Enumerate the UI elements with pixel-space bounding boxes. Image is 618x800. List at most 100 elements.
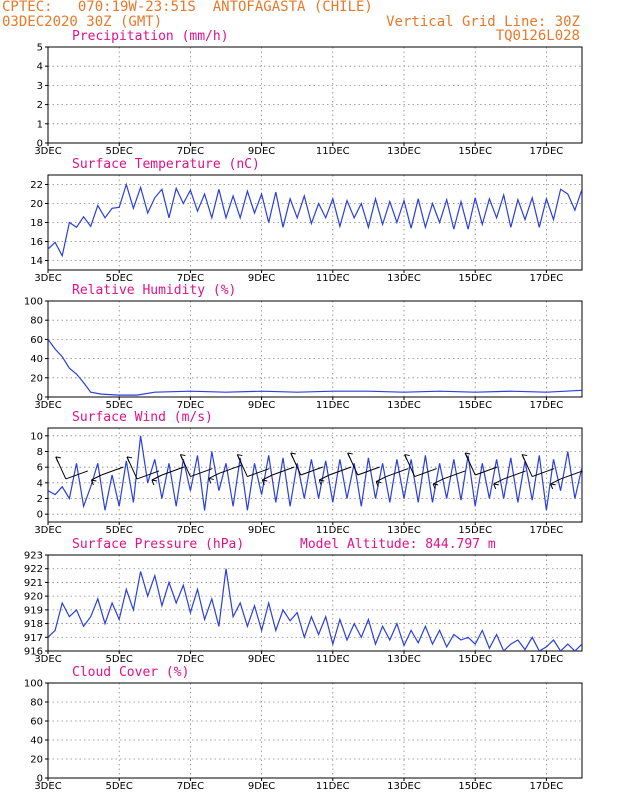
panel-1: 14 16 18 20 22 3DEC 5DEC 7DEC 9DEC 11DEC 13DEC 15DE…: [30, 157, 583, 284]
wind-arrowhead: [290, 452, 296, 459]
panel-title: Relative Humidity (%): [72, 283, 236, 298]
header-date: 03DEC2020 30Z (GMT): [2, 14, 163, 30]
y-tick-label: 16: [30, 237, 43, 248]
x-tick-label: 15DEC: [458, 273, 492, 284]
x-tick-label: 13DEC: [387, 146, 421, 157]
y-tick-label: 4: [37, 62, 43, 73]
wind-vector: [493, 478, 504, 485]
x-tick-label: 11DEC: [316, 146, 350, 157]
wind-vector: [386, 468, 409, 478]
header-model-id: TQ0126L028: [495, 28, 580, 44]
wind-vector: [475, 466, 498, 476]
y-tick-label: 916: [24, 647, 43, 658]
x-tick-label: 9DEC: [248, 273, 275, 284]
x-tick-label: 7DEC: [177, 273, 204, 284]
y-tick-label: 918: [24, 619, 43, 630]
panel-3: 0 2 4 6 8 10 3DEC 5DEC 7DEC 9DEC 11DEC 13DEC 15DEC 17…: [30, 410, 583, 536]
wind-vector: [151, 474, 163, 481]
wind-vector: [190, 468, 213, 478]
y-tick-label: 4: [37, 478, 43, 489]
x-tick-label: 9DEC: [248, 400, 275, 411]
x-tick-label: 11DEC: [316, 525, 350, 536]
wind-arrowhead: [318, 479, 325, 486]
panel-5: 0 20 40 60 80 100 3DEC 5DEC 7DEC 9DEC 11DEC 13DEC 15…: [24, 665, 583, 792]
x-tick-label: 15DEC: [458, 654, 492, 665]
wind-vector: [208, 472, 220, 479]
x-tick-label: 9DEC: [248, 146, 275, 157]
wind-vector: [247, 468, 270, 478]
wind-arrowhead: [375, 481, 382, 487]
x-tick-label: 17DEC: [530, 273, 564, 284]
y-tick-label: 100: [24, 297, 43, 308]
x-tick-label: 9DEC: [248, 654, 275, 665]
y-tick-label: 919: [24, 605, 43, 616]
panel-4: 916 917 918 919 920 921 922 923 3DEC 5DEC 7DEC 9DEC…: [24, 537, 583, 665]
x-tick-label: 3DEC: [34, 654, 61, 665]
x-tick-label: 5DEC: [106, 525, 133, 536]
y-tick-label: 922: [24, 564, 43, 575]
x-tick-label: 3DEC: [34, 146, 61, 157]
y-tick-label: 923: [24, 551, 43, 562]
x-tick-label: 3DEC: [34, 400, 61, 411]
x-tick-label: 7DEC: [177, 146, 204, 157]
y-tick-label: 0: [37, 774, 43, 785]
y-tick-label: 917: [24, 633, 43, 644]
x-tick-label: 5DEC: [106, 146, 133, 157]
wind-arrowhead: [55, 456, 61, 463]
panel-title: Cloud Cover (%): [72, 665, 189, 680]
x-tick-label: 15DEC: [458, 525, 492, 536]
wind-vector: [300, 466, 323, 476]
wind-arrowhead: [404, 454, 410, 460]
y-tick-label: 921: [24, 578, 43, 589]
panel-frame: [47, 554, 583, 652]
wind-vector: [442, 470, 466, 480]
x-tick-label: 7DEC: [177, 654, 204, 665]
wind-vector: [357, 466, 380, 476]
wind-vector: [101, 466, 124, 476]
wind-vector: [272, 466, 295, 476]
wind-arrowhead: [432, 483, 439, 490]
wind-vector: [329, 466, 352, 476]
wind-vector: [531, 468, 555, 478]
wind-vector: [560, 470, 583, 480]
x-tick-label: 17DEC: [530, 400, 564, 411]
wind-arrowhead: [208, 477, 214, 484]
x-tick-label: 13DEC: [387, 781, 421, 792]
model-altitude: Model Altitude: 844.797 m: [300, 537, 496, 552]
wind-arrowhead: [493, 483, 499, 490]
wind-vector: [218, 464, 242, 474]
series-line-0: [48, 182, 582, 258]
x-tick-label: 13DEC: [387, 654, 421, 665]
wind-vector: [136, 470, 160, 480]
y-tick-label: 20: [30, 373, 43, 384]
wind-arrowhead: [90, 479, 97, 486]
series-line-0: [48, 339, 582, 396]
wind-arrowhead: [550, 483, 556, 490]
panel-title: Surface Temperature (nC): [72, 157, 260, 172]
y-tick-label: 920: [24, 592, 43, 603]
x-tick-label: 13DEC: [387, 400, 421, 411]
y-tick-label: 0: [37, 393, 43, 404]
y-tick-label: 0: [37, 510, 43, 521]
y-tick-label: 8: [37, 447, 43, 458]
y-tick-label: 80: [30, 316, 43, 327]
x-tick-label: 7DEC: [177, 400, 204, 411]
x-tick-label: 7DEC: [177, 525, 204, 536]
x-tick-label: 11DEC: [316, 400, 350, 411]
wind-vector: [375, 476, 387, 483]
y-tick-label: 22: [30, 180, 43, 191]
y-tick-label: 20: [30, 199, 43, 210]
y-tick-label: 100: [24, 679, 43, 690]
x-tick-label: 11DEC: [316, 781, 350, 792]
wind-vector: [161, 466, 185, 476]
panel-title: Surface Wind (m/s): [72, 410, 213, 425]
panel-frame: [47, 682, 583, 779]
y-tick-label: 40: [30, 354, 43, 365]
x-tick-label: 3DEC: [34, 781, 61, 792]
header-line1: CPTEC: 070:19W-23:51S ANTOFAGASTA (CHILE…: [2, 0, 373, 15]
wind-vector: [414, 468, 437, 478]
y-tick-label: 1: [37, 119, 43, 130]
panel-frame: [47, 427, 583, 523]
y-tick-label: 60: [30, 717, 43, 728]
panel-title: Precipitation (mm/h): [72, 29, 229, 44]
